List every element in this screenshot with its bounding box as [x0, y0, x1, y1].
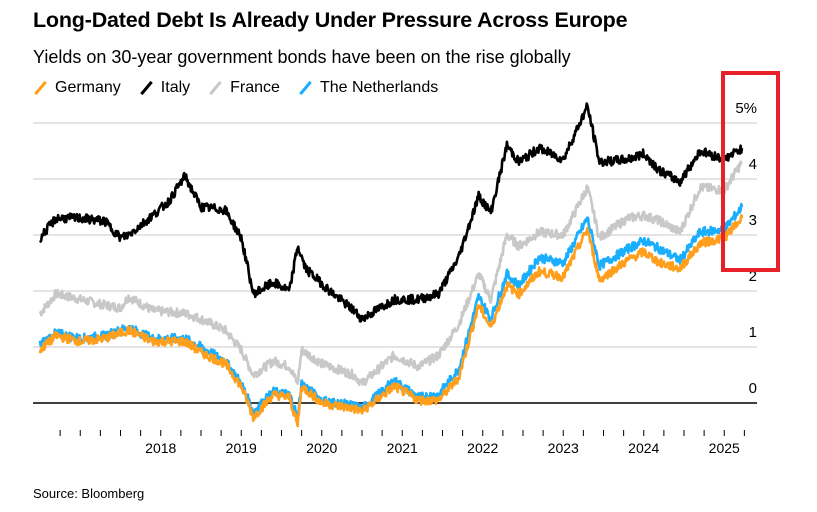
chart-title: Long-Dated Debt Is Already Under Pressur…	[33, 8, 628, 32]
x-tick-label: 2019	[226, 440, 257, 456]
legend-label: Italy	[160, 79, 191, 96]
highlight-box	[721, 71, 780, 272]
x-tick-label: 2024	[628, 440, 659, 456]
y-tick-label: 5%	[735, 100, 757, 117]
legend-label: Germany	[55, 79, 121, 96]
legend: Germany Italy France The Netherlands	[33, 79, 438, 97]
series-line-france	[38, 160, 743, 387]
x-tick-label: 2023	[548, 440, 579, 456]
legend-item-italy: Italy	[139, 79, 190, 97]
y-tick-label: 2	[749, 268, 757, 285]
series-line-germany	[38, 214, 744, 428]
y-tick-label: 3	[749, 212, 757, 229]
legend-label: France	[230, 79, 280, 96]
series-line-netherlands	[38, 202, 744, 416]
x-tick-label: 2025	[709, 440, 740, 456]
x-tick-label: 2020	[306, 440, 337, 456]
legend-label: The Netherlands	[319, 79, 439, 96]
x-tick-label: 2021	[387, 440, 418, 456]
chart-subtitle: Yields on 30-year government bonds have …	[33, 47, 571, 67]
source-note: Source: Bloomberg	[33, 486, 145, 501]
y-tick-label: 0	[749, 380, 757, 397]
y-tick-label: 4	[749, 156, 757, 173]
x-tick-label: 2018	[145, 440, 176, 456]
legend-item-france: France	[208, 79, 280, 97]
series-line-italy	[39, 102, 744, 323]
legend-item-germany: Germany	[33, 79, 121, 97]
y-tick-label: 1	[749, 324, 757, 341]
x-tick-label: 2022	[467, 440, 498, 456]
legend-item-netherlands: The Netherlands	[298, 79, 438, 97]
